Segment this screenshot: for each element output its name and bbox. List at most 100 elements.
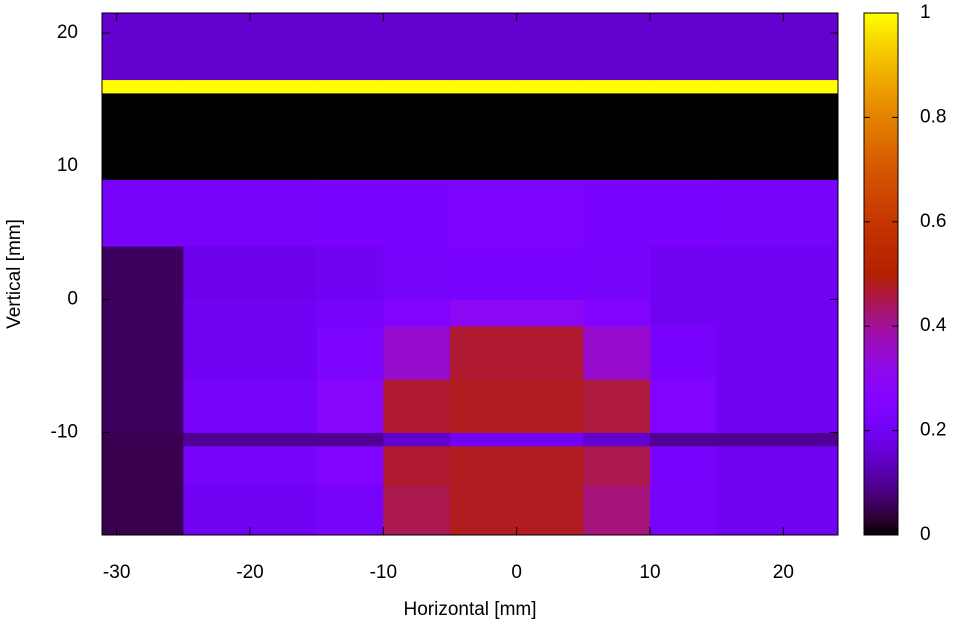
heatmap-cell	[102, 432, 184, 447]
heatmap-cell	[183, 379, 318, 433]
heatmap-cell	[383, 79, 451, 94]
heatmap-cell	[383, 179, 451, 247]
x-tick-label: 10	[639, 562, 660, 583]
heatmap-cell	[102, 485, 184, 536]
heatmap-cell	[316, 485, 384, 536]
heatmap-cell	[516, 13, 584, 81]
heatmap-cell	[102, 79, 184, 94]
heatmap-cell	[102, 246, 184, 300]
heatmap-cell	[650, 325, 718, 380]
heatmap-cell	[450, 379, 518, 433]
x-tick-label: 20	[773, 562, 794, 583]
heatmap-cell	[516, 179, 584, 247]
heatmap-cell	[716, 299, 839, 327]
colorbar-tick-label: 0	[920, 524, 931, 545]
heatmap-cell	[716, 179, 839, 247]
heatmap-cell	[383, 246, 451, 300]
heatmap-cell	[583, 432, 651, 447]
heatmap-cell	[316, 92, 384, 180]
heatmap-cell	[383, 325, 451, 380]
heatmap-cell	[516, 485, 584, 536]
heatmap-cell	[516, 246, 584, 300]
heatmap-cell	[583, 79, 651, 94]
x-tick-label: -10	[370, 562, 397, 583]
heatmap-cell	[383, 299, 451, 327]
heatmap-cell	[316, 325, 384, 380]
colorbar-tick-label: 0.2	[920, 420, 946, 441]
heatmap-cell	[450, 92, 518, 180]
heatmap-cell	[183, 299, 318, 327]
heatmap-cell	[516, 325, 584, 380]
heatmap	[102, 13, 839, 536]
heatmap-cell	[450, 79, 518, 94]
plot-frame	[101, 12, 839, 536]
heatmap-cell	[316, 179, 384, 247]
heatmap-cell	[650, 79, 718, 94]
y-tick-label: 0	[67, 288, 78, 309]
heatmap-cell	[316, 246, 384, 300]
heatmap-cell	[583, 445, 651, 487]
heatmap-cell	[383, 485, 451, 536]
heatmap-cell	[383, 92, 451, 180]
heatmap-cell	[383, 379, 451, 433]
heatmap-cell	[716, 92, 839, 180]
heatmap-cell	[583, 92, 651, 180]
heatmap-cell	[716, 246, 839, 300]
heatmap-cell	[183, 92, 318, 180]
y-axis-label: Vertical [mm]	[4, 219, 25, 329]
heatmap-cell	[716, 432, 839, 447]
heatmap-cell	[650, 445, 718, 487]
heatmap-cell	[716, 79, 839, 94]
colorbar	[863, 12, 899, 536]
heatmap-cell	[383, 432, 451, 447]
x-axis-label: Horizontal [mm]	[403, 599, 536, 620]
heatmap-cell	[650, 179, 718, 247]
heatmap-cell	[583, 299, 651, 327]
y-tick-label: 20	[57, 22, 78, 43]
heatmap-cell	[102, 445, 184, 487]
heatmap-cell	[183, 246, 318, 300]
heatmap-cell	[316, 13, 384, 81]
heatmap-cell	[450, 13, 518, 81]
colorbar-tick-label: 0.4	[920, 315, 947, 336]
heatmap-cell	[102, 179, 184, 247]
heatmap-cell	[716, 485, 839, 536]
colorbar-tick-label: 1	[920, 2, 931, 23]
heatmap-cell	[316, 299, 384, 327]
heatmap-cell	[183, 179, 318, 247]
heatmap-cell	[650, 92, 718, 180]
heatmap-cell	[183, 432, 318, 447]
heatmap-cell	[583, 246, 651, 300]
heatmap-cell	[516, 432, 584, 447]
heatmap-cell	[450, 246, 518, 300]
heatmap-cell	[650, 299, 718, 327]
heatmap-cell	[583, 13, 651, 81]
heatmap-cell	[102, 92, 184, 180]
heatmap-cell	[383, 445, 451, 487]
heatmap-cell	[183, 79, 318, 94]
x-tick-label: -20	[236, 562, 263, 583]
heatmap-cell	[516, 379, 584, 433]
heatmap-cell	[383, 13, 451, 81]
heatmap-cell	[316, 432, 384, 447]
heatmap-cell	[102, 379, 184, 433]
heatmap-cell	[183, 13, 318, 81]
heatmap-cell	[516, 299, 584, 327]
heatmap-cell	[316, 379, 384, 433]
heatmap-cell	[450, 299, 518, 327]
colorbar-tick-label: 0.6	[920, 211, 946, 232]
heatmap-cell	[450, 432, 518, 447]
heatmap-cell	[716, 445, 839, 487]
heatmap-cell	[650, 379, 718, 433]
heatmap-cell	[183, 445, 318, 487]
heatmap-cell	[583, 325, 651, 380]
heatmap-cell	[583, 485, 651, 536]
heatmap-cell	[516, 445, 584, 487]
heatmap-cell	[102, 13, 184, 81]
heatmap-cell	[716, 379, 839, 433]
heatmap-cell	[516, 79, 584, 94]
heatmap-cell	[583, 179, 651, 247]
heatmap-cell	[450, 445, 518, 487]
heatmap-cell	[650, 485, 718, 536]
